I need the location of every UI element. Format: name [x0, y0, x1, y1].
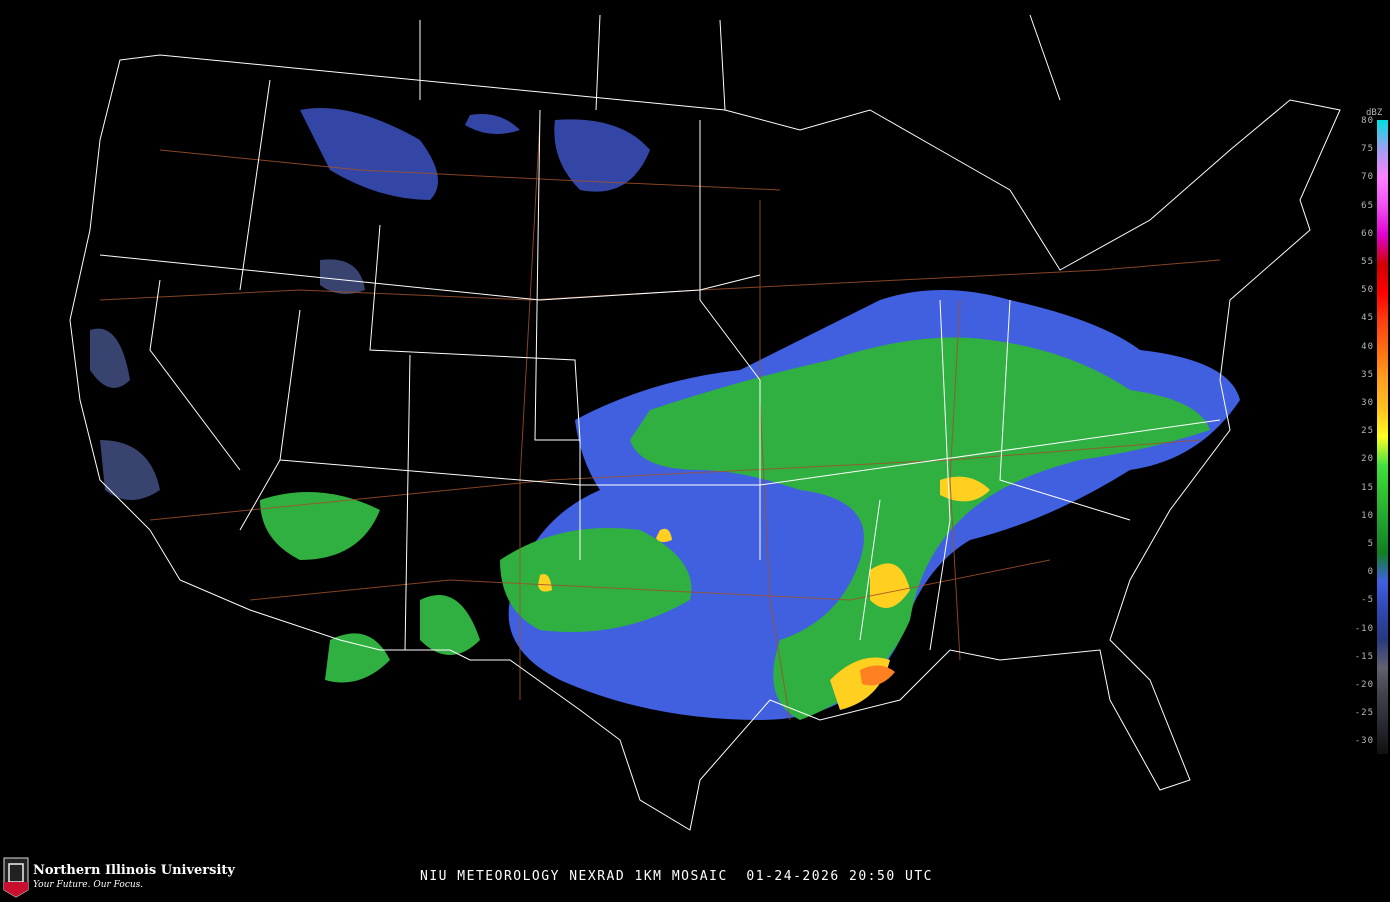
- reflectivity-color-scale: [1377, 120, 1388, 754]
- legend-tick-label: -15: [1354, 651, 1374, 662]
- legend-tick-label: -25: [1354, 708, 1374, 719]
- legend-tick-label: 75: [1361, 144, 1374, 155]
- radar-echo-west: [90, 259, 365, 500]
- legend-tick-label: 60: [1361, 228, 1374, 239]
- legend-tick-label: 80: [1361, 116, 1374, 126]
- university-tagline: Your Future. Our Focus.: [33, 880, 144, 890]
- radar-echo-northern-plains: [300, 108, 650, 200]
- legend-tick-label: -5: [1361, 595, 1374, 606]
- niu-logo: [2, 856, 242, 898]
- legend-tick-label: 50: [1361, 285, 1374, 296]
- legend-tick-label: 70: [1361, 172, 1374, 183]
- radar-echo-main-band-green: [260, 337, 1210, 720]
- legend-tick-label: -30: [1354, 736, 1374, 747]
- niu-shield-icon: [3, 857, 29, 898]
- radar-echo-yellow-cells: [538, 476, 990, 710]
- legend-tick-label: 0: [1367, 567, 1374, 578]
- legend-tick-label: 30: [1361, 398, 1374, 408]
- legend-tick-label: 55: [1361, 257, 1374, 267]
- us-outline: [69, 54, 1341, 831]
- legend-tick-label: 45: [1361, 313, 1374, 324]
- legend-tick-label: 35: [1361, 369, 1374, 380]
- legend-tick-label: 15: [1361, 482, 1374, 493]
- state-borders: [69, 14, 1341, 831]
- legend-tick-label: -10: [1354, 623, 1374, 634]
- product-caption: NIU METEOROLOGY NEXRAD 1KM MOSAIC 01-24-…: [420, 869, 933, 884]
- legend-tick-label: 40: [1361, 341, 1374, 352]
- legend-tick-label: 25: [1361, 426, 1374, 437]
- legend-tick-label: 65: [1361, 200, 1374, 211]
- radar-echo-orange-cells: [860, 665, 895, 686]
- legend-unit-label: dBZ: [1366, 108, 1383, 118]
- legend-tick-label: 20: [1361, 454, 1374, 465]
- precipitation-layer: [90, 108, 1240, 720]
- legend-tick-label: 10: [1361, 510, 1374, 521]
- legend-tick-label: 5: [1367, 539, 1374, 549]
- legend-tick-label: -20: [1354, 680, 1374, 690]
- university-name: Northern Illinois University: [33, 863, 235, 878]
